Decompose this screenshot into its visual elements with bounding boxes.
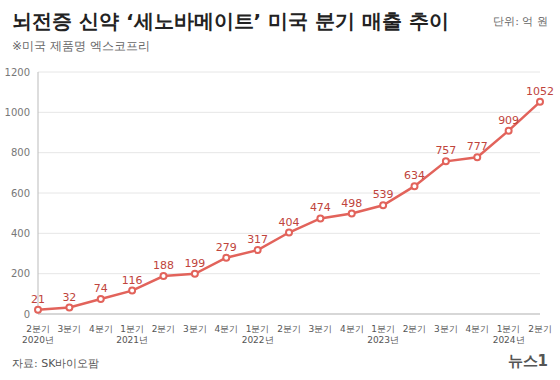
svg-text:279: 279: [216, 241, 237, 254]
svg-text:4분기: 4분기: [214, 324, 238, 334]
svg-text:3분기: 3분기: [434, 324, 458, 334]
html-text:자료: SK바이오팜: 자료: SK바이오팜: [12, 357, 100, 370]
svg-text:3분기: 3분기: [58, 324, 82, 334]
svg-text:1분기2021년: 1분기2021년: [116, 324, 148, 345]
svg-text:0: 0: [24, 309, 30, 320]
svg-text:2분기: 2분기: [403, 324, 427, 334]
svg-text:2분기2020년: 2분기2020년: [22, 324, 54, 345]
svg-text:200: 200: [11, 268, 30, 279]
svg-text:1분기2022년: 1분기2022년: [242, 324, 274, 345]
html-text:※미국 제품명 엑스코프리: ※미국 제품명 엑스코프리: [12, 39, 150, 53]
svg-text:3분기: 3분기: [183, 324, 207, 334]
svg-text:539: 539: [373, 188, 394, 201]
svg-text:2분기: 2분기: [528, 324, 552, 334]
html-text:뇌전증 신약 ‘세노바메이트’ 미국 분기 매출 추이: 뇌전증 신약 ‘세노바메이트’ 미국 분기 매출 추이: [12, 9, 449, 33]
svg-text:32: 32: [62, 291, 76, 304]
html-text:뉴스1: 뉴스1: [507, 352, 548, 370]
svg-text:757: 757: [435, 144, 456, 157]
svg-text:4분기: 4분기: [89, 324, 113, 334]
svg-text:404: 404: [279, 216, 300, 229]
svg-text:1000: 1000: [5, 107, 30, 118]
html-text:단위: 억 원: 단위: 억 원: [493, 15, 548, 28]
svg-text:4분기: 4분기: [340, 324, 364, 334]
svg-text:317: 317: [247, 233, 268, 246]
svg-text:777: 777: [467, 140, 488, 153]
svg-text:1200: 1200: [5, 67, 30, 78]
svg-text:2분기: 2분기: [277, 324, 301, 334]
svg-text:199: 199: [184, 257, 205, 270]
svg-text:800: 800: [11, 147, 30, 158]
svg-text:909: 909: [498, 114, 519, 127]
svg-text:634: 634: [404, 169, 425, 182]
svg-text:498: 498: [341, 197, 362, 210]
svg-text:74: 74: [94, 282, 108, 295]
svg-text:4분기: 4분기: [465, 324, 489, 334]
svg-text:474: 474: [310, 201, 331, 214]
svg-text:600: 600: [11, 188, 30, 199]
svg-text:1052: 1052: [526, 85, 554, 98]
svg-text:3분기: 3분기: [309, 324, 333, 334]
svg-text:1분기2024년: 1분기2024년: [493, 324, 525, 345]
svg-text:1분기2023년: 1분기2023년: [367, 324, 399, 345]
svg-text:400: 400: [11, 228, 30, 239]
svg-text:188: 188: [153, 259, 174, 272]
svg-text:21: 21: [31, 293, 45, 306]
svg-text:2분기: 2분기: [152, 324, 176, 334]
svg-text:116: 116: [122, 274, 143, 287]
